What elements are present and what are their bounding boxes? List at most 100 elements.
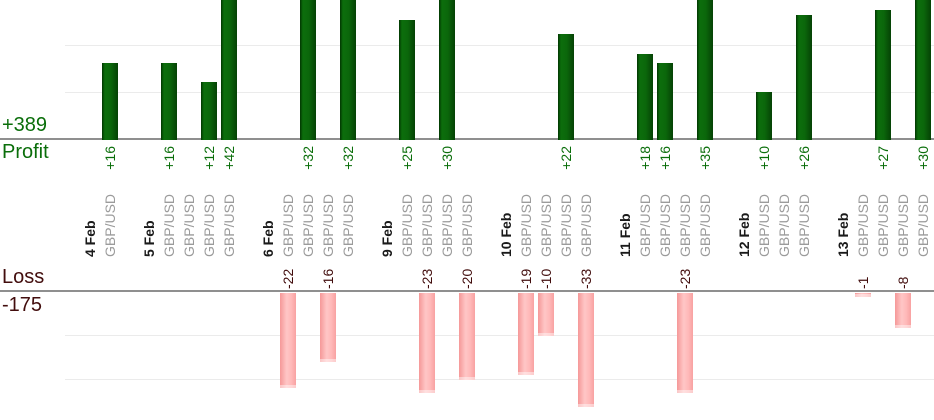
profit-value-label: +32 — [340, 146, 356, 170]
profit-value-label: +27 — [875, 146, 891, 170]
loss-bar[interactable] — [677, 293, 693, 393]
profit-value-label: +10 — [756, 146, 772, 170]
loss-value-label: -23 — [677, 268, 693, 289]
symbol-label: GBP/USD — [161, 193, 177, 257]
trade-column: GBP/USD +32 — [338, 0, 358, 420]
symbol-label: GBP/USD — [340, 193, 356, 257]
symbol-label: GBP/USD — [320, 193, 336, 257]
trade-column: GBP/USD +10 — [754, 0, 774, 420]
loss-bar[interactable] — [538, 293, 554, 336]
profit-bar[interactable] — [399, 20, 415, 140]
loss-bar[interactable] — [855, 293, 871, 297]
trade-column: GBP/USD +16 — [655, 0, 675, 420]
profit-bar[interactable] — [102, 63, 118, 140]
profit-bar[interactable] — [875, 10, 891, 140]
profit-total-label: +389 — [2, 114, 48, 136]
profit-value-label: +22 — [558, 146, 574, 170]
loss-bar[interactable] — [578, 293, 594, 407]
symbol-label: GBP/USD — [280, 193, 296, 257]
loss-bar[interactable] — [518, 293, 534, 375]
trade-column: GBP/USD +16 — [100, 0, 120, 420]
loss-bar[interactable] — [419, 293, 435, 393]
profit-bar[interactable] — [657, 63, 673, 140]
loss-value-label: -19 — [518, 268, 534, 289]
symbol-label: GBP/USD — [399, 193, 415, 257]
trade-column: GBP/USD — [179, 0, 199, 420]
profit-bar[interactable] — [756, 92, 772, 140]
symbol-label: GBP/USD — [875, 193, 891, 257]
loss-value-label: -22 — [280, 268, 296, 289]
profit-bar[interactable] — [796, 15, 812, 140]
symbol-label: GBP/USD — [221, 193, 237, 257]
date-column: 12 Feb — [734, 0, 754, 420]
date-group: 13 Feb GBP/USD -1 GBP/USD +27 GBP/USD -8 GBP/US… — [833, 0, 933, 420]
trade-column: GBP/USD — [774, 0, 794, 420]
profit-value-label: +16 — [102, 146, 118, 170]
profit-bar[interactable] — [221, 0, 237, 140]
date-column: 5 Feb — [139, 0, 159, 420]
profit-bar[interactable] — [637, 54, 653, 140]
profit-value-label: +16 — [657, 146, 673, 170]
trade-column: GBP/USD +27 — [873, 0, 893, 420]
date-label: 4 Feb — [82, 220, 98, 257]
loss-bar[interactable] — [280, 293, 296, 388]
symbol-label: GBP/USD — [439, 193, 455, 257]
trade-column: GBP/USD +18 — [635, 0, 655, 420]
loss-axis-line — [0, 290, 934, 292]
loss-gridline-10 — [65, 335, 934, 336]
trade-column: GBP/USD +25 — [397, 0, 417, 420]
trade-column: GBP/USD -19 — [516, 0, 536, 420]
date-column: 13 Feb — [833, 0, 853, 420]
date-column: 11 Feb — [615, 0, 635, 420]
symbol-label: GBP/USD — [796, 193, 812, 257]
symbol-label: GBP/USD — [459, 193, 475, 257]
profit-value-label: +18 — [637, 146, 653, 170]
profit-bar[interactable] — [340, 0, 356, 140]
symbol-label: GBP/USD — [677, 193, 693, 257]
date-group: 6 Feb GBP/USD -22 GBP/USD +32 GBP/USD -16 GBP/U… — [258, 0, 358, 420]
trade-column: GBP/USD -23 — [675, 0, 695, 420]
profit-bar[interactable] — [558, 34, 574, 140]
date-group: 10 Feb GBP/USD -19 GBP/USD -10 GBP/USD +22 GBP/… — [496, 0, 596, 420]
symbol-label: GBP/USD — [776, 193, 792, 257]
trade-column: GBP/USD -23 — [417, 0, 437, 420]
date-label: 10 Feb — [498, 212, 514, 257]
trade-column: GBP/USD +32 — [298, 0, 318, 420]
profit-bar[interactable] — [915, 0, 931, 140]
loss-bar[interactable] — [459, 293, 475, 380]
date-label: 9 Feb — [379, 220, 395, 257]
profit-value-label: +26 — [796, 146, 812, 170]
loss-gridline-20 — [65, 379, 934, 380]
profit-value-label: +30 — [439, 146, 455, 170]
symbol-label: GBP/USD — [419, 193, 435, 257]
loss-value-label: -33 — [578, 268, 594, 289]
trade-column: GBP/USD -20 — [457, 0, 477, 420]
profit-bar[interactable] — [697, 0, 713, 140]
loss-value-label: -16 — [320, 268, 336, 289]
trade-column: GBP/USD -16 — [318, 0, 338, 420]
symbol-label: GBP/USD — [578, 193, 594, 257]
loss-bar[interactable] — [895, 293, 911, 328]
symbol-label: GBP/USD — [756, 193, 772, 257]
date-group: 11 Feb GBP/USD +18 GBP/USD +16 GBP/USD -23 GBP/… — [615, 0, 715, 420]
trade-column: GBP/USD +35 — [695, 0, 715, 420]
symbol-label: GBP/USD — [518, 193, 534, 257]
profit-bar[interactable] — [201, 82, 217, 140]
date-label: 6 Feb — [260, 220, 276, 257]
trade-column: GBP/USD -8 — [893, 0, 913, 420]
symbol-label: GBP/USD — [181, 193, 197, 257]
profit-value-label: +30 — [915, 146, 931, 170]
date-column: 9 Feb — [377, 0, 397, 420]
profit-bar[interactable] — [161, 63, 177, 140]
profit-gridline-10 — [65, 92, 934, 93]
loss-value-label: -23 — [419, 268, 435, 289]
date-column: 4 Feb — [80, 0, 100, 420]
profit-bar[interactable] — [300, 0, 316, 140]
trade-column: GBP/USD +30 — [913, 0, 933, 420]
profit-value-label: +25 — [399, 146, 415, 170]
date-column: 6 Feb — [258, 0, 278, 420]
profit-bar[interactable] — [439, 0, 455, 140]
trade-column: GBP/USD -33 — [576, 0, 596, 420]
loss-bar[interactable] — [320, 293, 336, 362]
